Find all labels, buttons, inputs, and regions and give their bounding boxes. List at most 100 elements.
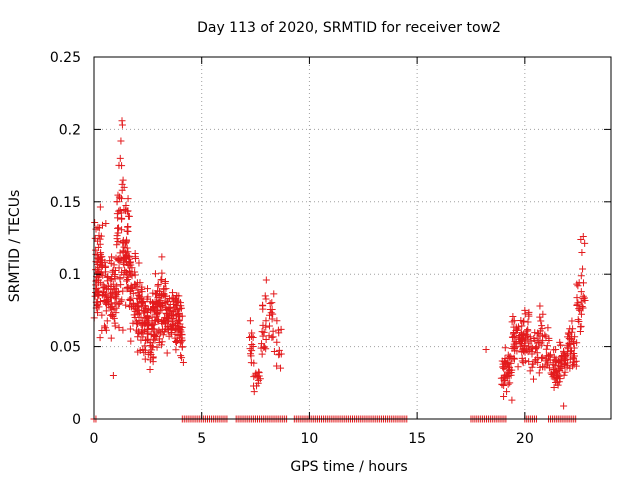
data-point: [525, 358, 533, 366]
data-point: [113, 210, 121, 218]
data-point: [127, 337, 135, 345]
data-point: [258, 350, 266, 358]
data-point: [154, 281, 162, 289]
data-point: [539, 310, 547, 318]
data-point: [577, 272, 585, 280]
data-point: [151, 270, 159, 278]
data-point: [155, 338, 163, 346]
data-point: [534, 359, 542, 367]
data-point: [536, 313, 544, 321]
data-point: [179, 359, 187, 367]
data-point: [114, 229, 122, 237]
data-point: [161, 279, 169, 287]
data-point: [504, 368, 512, 376]
data-point: [158, 320, 166, 328]
data-point: [577, 322, 585, 330]
data-point: [262, 345, 270, 353]
data-point: [134, 302, 142, 310]
data-point: [101, 324, 109, 332]
data-point: [116, 257, 124, 265]
data-point: [120, 243, 128, 251]
data-point: [568, 317, 576, 325]
data-point: [557, 363, 565, 371]
y-axis-label: SRMTID / TECUs: [7, 190, 23, 303]
data-point: [558, 364, 566, 372]
data-point: [246, 317, 254, 325]
data-point: [523, 346, 531, 354]
data-point: [163, 297, 171, 305]
data-point: [103, 273, 111, 281]
data-point: [102, 285, 110, 293]
data-point: [127, 282, 135, 290]
data-point: [577, 298, 585, 306]
data-point: [533, 349, 541, 357]
axis-ticks: 0 5 10 15 20 0 0.05 0.1 0.15 0.2 0.25: [50, 50, 611, 447]
data-point: [544, 359, 552, 367]
data-point: [510, 317, 518, 325]
data-point: [107, 311, 115, 319]
data-point: [124, 212, 132, 220]
data-point: [169, 321, 177, 329]
data-point: [107, 282, 115, 290]
data-point: [267, 309, 275, 317]
data-point: [162, 309, 170, 317]
data-point: [145, 322, 153, 330]
data-point: [101, 263, 109, 271]
data-point: [113, 241, 121, 249]
data-point: [545, 334, 553, 342]
data-point: [507, 359, 515, 367]
data-point: [102, 307, 110, 315]
data-point: [114, 224, 122, 232]
data-point: [574, 282, 582, 290]
data-point: [262, 336, 270, 344]
x-tick-label: 0: [90, 431, 99, 447]
data-point: [246, 345, 254, 353]
data-point: [532, 344, 540, 352]
data-point: [150, 303, 158, 311]
y-tick-label: 0.05: [50, 340, 81, 356]
data-point: [177, 331, 185, 339]
data-point: [149, 354, 157, 362]
data-point: [274, 326, 282, 334]
data-point: [146, 349, 154, 357]
data-point: [564, 345, 572, 353]
data-point: [117, 209, 125, 217]
data-point: [581, 296, 589, 304]
data-point: [270, 290, 278, 298]
data-point: [121, 254, 129, 262]
data-point: [273, 338, 281, 346]
data-point: [126, 296, 134, 304]
data-point: [572, 362, 580, 370]
data-point: [94, 223, 102, 231]
data-point: [124, 223, 132, 231]
data-point: [550, 384, 558, 392]
data-point: [96, 334, 104, 342]
x-tick-label: 10: [301, 431, 319, 447]
data-point: [141, 319, 149, 327]
data-point: [269, 310, 277, 318]
data-point: [513, 325, 521, 333]
data-point: [119, 176, 127, 184]
data-point: [99, 284, 107, 292]
data-point: [500, 376, 508, 384]
data-point: [510, 354, 518, 362]
data-point: [112, 293, 120, 301]
data-point: [175, 310, 183, 318]
data-point: [275, 351, 283, 359]
data-point: [95, 276, 103, 284]
data-point: [524, 318, 532, 326]
data-point: [127, 294, 135, 302]
data-point: [137, 328, 145, 336]
data-point: [133, 294, 141, 302]
data-point: [143, 312, 151, 320]
data-point: [116, 249, 124, 257]
data-point: [175, 316, 183, 324]
data-point: [520, 317, 528, 325]
data-point: [261, 292, 269, 300]
data-point: [514, 363, 522, 371]
data-point: [96, 203, 104, 211]
data-point: [129, 289, 137, 297]
data-point: [118, 121, 126, 129]
data-point: [109, 288, 117, 296]
data-point: [142, 304, 150, 312]
